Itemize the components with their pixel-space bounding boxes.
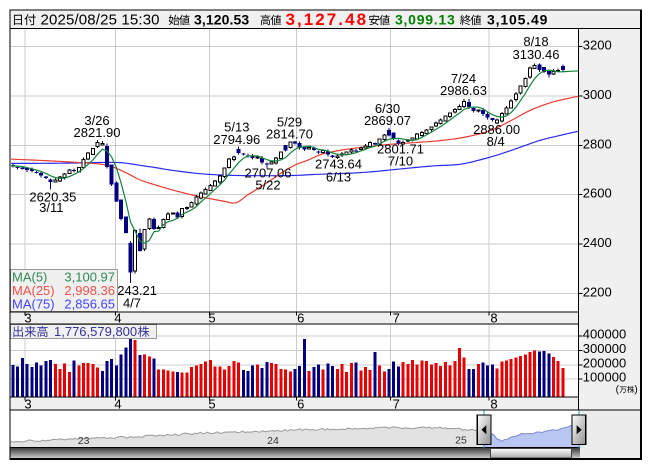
svg-text:3/26: 3/26: [84, 113, 109, 128]
svg-text:6/13: 6/13: [326, 169, 351, 184]
svg-text:3,105.49: 3,105.49: [487, 12, 548, 28]
svg-text:8: 8: [490, 396, 497, 411]
svg-text:3,100.97: 3,100.97: [64, 270, 115, 285]
svg-text:7: 7: [393, 396, 400, 411]
svg-text:2243.21: 2243.21: [110, 283, 157, 298]
svg-text:7/10: 7/10: [388, 154, 413, 169]
svg-text:3130.46: 3130.46: [513, 47, 560, 62]
svg-text:7/24: 7/24: [451, 71, 476, 86]
svg-text:3200: 3200: [583, 38, 612, 53]
svg-text:2,856.65: 2,856.65: [64, 297, 115, 312]
svg-text:4: 4: [114, 396, 121, 411]
svg-text:100000: 100000: [583, 370, 626, 385]
svg-text:23: 23: [78, 435, 90, 447]
svg-text:2986.63: 2986.63: [440, 83, 487, 98]
svg-text:3: 3: [24, 311, 31, 326]
svg-text:24: 24: [267, 435, 279, 447]
svg-text:3,120.53: 3,120.53: [194, 12, 249, 28]
svg-text:3: 3: [24, 396, 31, 411]
svg-text:2600: 2600: [583, 186, 612, 201]
svg-text:): ): [634, 384, 637, 395]
svg-text:3,127.48: 3,127.48: [286, 10, 369, 29]
svg-text:300000: 300000: [583, 341, 626, 356]
svg-text:2400: 2400: [583, 235, 612, 250]
svg-text:2,998.36: 2,998.36: [64, 283, 115, 298]
svg-text:2886.00: 2886.00: [473, 122, 520, 137]
svg-text:400000: 400000: [583, 327, 626, 342]
svg-text:5/22: 5/22: [255, 178, 280, 193]
svg-text:6: 6: [297, 311, 304, 326]
svg-text:2743.64: 2743.64: [315, 157, 362, 172]
svg-text:2821.90: 2821.90: [74, 125, 121, 140]
svg-text:2814.70: 2814.70: [266, 127, 313, 142]
svg-text:3/11: 3/11: [39, 200, 63, 215]
svg-text:2869.07: 2869.07: [364, 113, 411, 128]
svg-text:5/29: 5/29: [277, 114, 302, 129]
svg-text:2620.35: 2620.35: [29, 190, 76, 205]
svg-text:3,099.13: 3,099.13: [395, 12, 456, 28]
svg-text:5/13: 5/13: [224, 120, 249, 135]
svg-text:(: (: [616, 384, 620, 395]
svg-text:2800: 2800: [583, 136, 612, 151]
svg-text:200000: 200000: [583, 355, 626, 370]
svg-text:MA(25): MA(25): [12, 283, 55, 298]
svg-text:MA(5): MA(5): [12, 270, 47, 285]
svg-text:2025/08/25 15:30: 2025/08/25 15:30: [41, 12, 160, 29]
svg-text:3000: 3000: [583, 87, 612, 102]
svg-text:6/30: 6/30: [375, 101, 400, 116]
svg-text:6: 6: [297, 396, 304, 411]
svg-text:5: 5: [208, 396, 215, 411]
svg-text:5: 5: [208, 311, 215, 326]
svg-text:4: 4: [114, 311, 121, 326]
svg-text:7: 7: [393, 311, 400, 326]
svg-text:2794.96: 2794.96: [213, 132, 260, 147]
svg-text:2200: 2200: [583, 285, 612, 300]
svg-text:8: 8: [490, 311, 497, 326]
svg-text:MA(75): MA(75): [12, 297, 55, 312]
svg-text:1,776,579,800: 1,776,579,800: [54, 324, 137, 339]
svg-text:8/4: 8/4: [487, 134, 505, 149]
svg-text:8/18: 8/18: [523, 34, 548, 49]
svg-text:2707.06: 2707.06: [245, 166, 292, 181]
svg-text:2801.71: 2801.71: [377, 141, 424, 156]
svg-text:4/7: 4/7: [123, 296, 141, 311]
svg-text:25: 25: [455, 435, 467, 447]
